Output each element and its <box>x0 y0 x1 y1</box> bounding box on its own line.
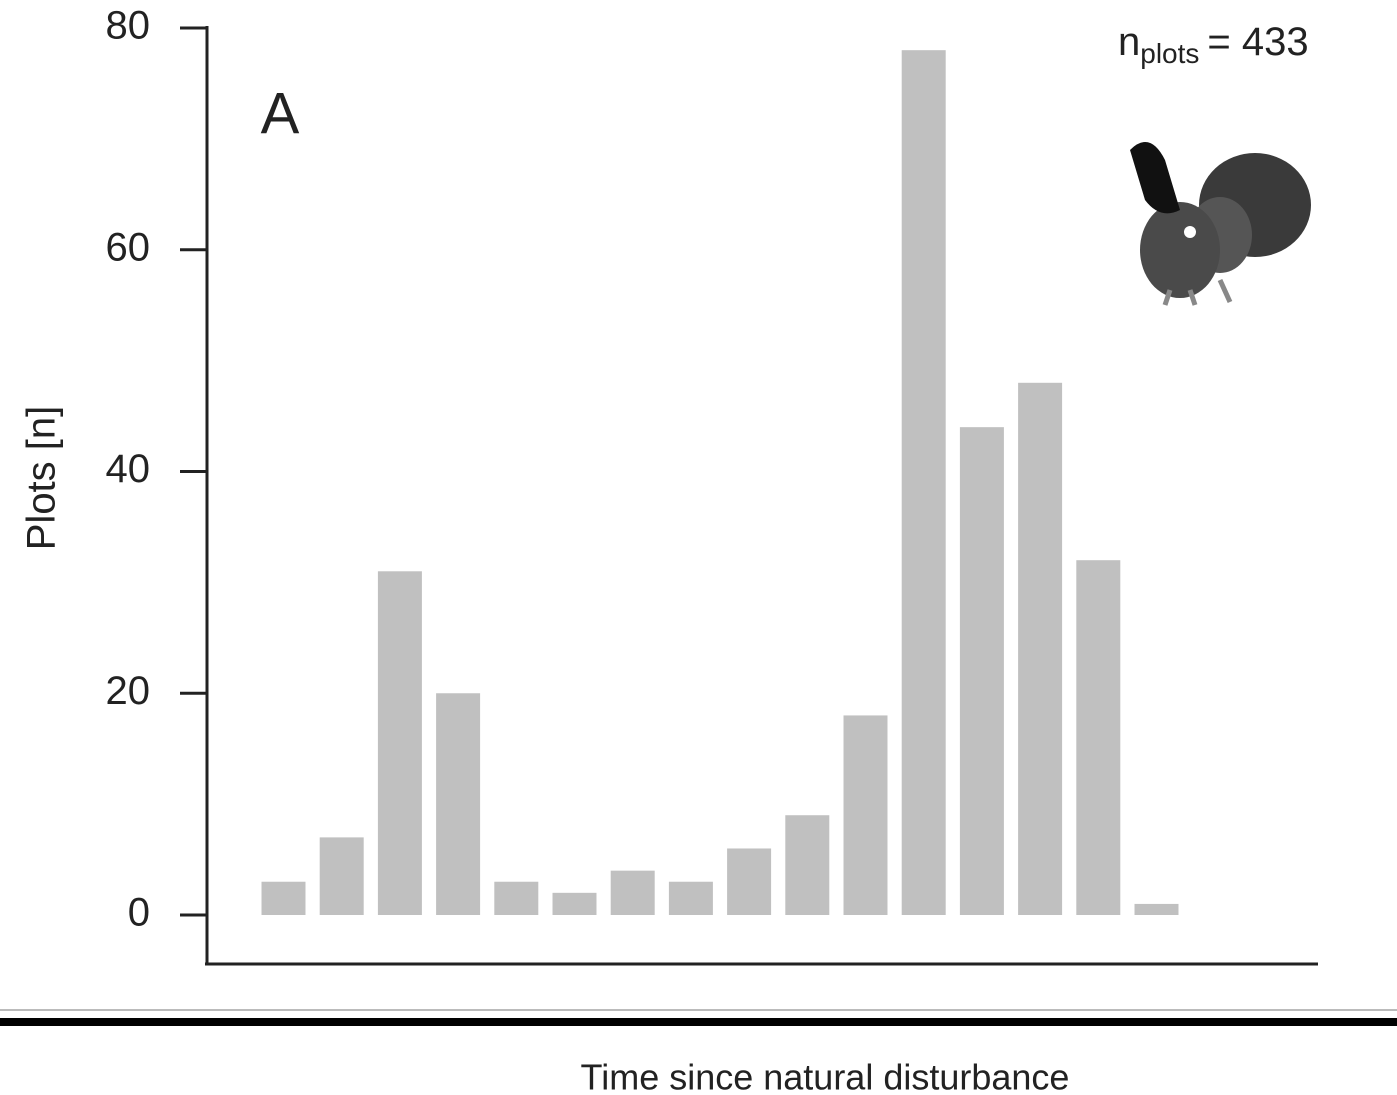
bar <box>843 715 888 915</box>
y-tick-label: 80 <box>106 4 151 48</box>
annotation-rest: = 433 <box>1207 20 1308 64</box>
bar <box>1076 560 1121 915</box>
annotation: nplots = 433 <box>1118 20 1309 70</box>
bar <box>261 881 306 915</box>
bar <box>377 571 422 915</box>
bar <box>1018 382 1063 915</box>
bar <box>959 427 1004 915</box>
bar <box>727 848 772 915</box>
bar <box>668 881 713 915</box>
bird-icon <box>1130 142 1311 306</box>
bar <box>436 693 481 915</box>
y-tick-label: 60 <box>106 225 151 269</box>
y-axis-label: Plots [n] <box>20 406 64 551</box>
y-tick-label: 0 <box>128 891 150 935</box>
bar <box>610 870 655 915</box>
annotation-subscript: plots <box>1140 38 1199 69</box>
y-tick-label: 20 <box>106 669 151 713</box>
annotation-main: n <box>1118 20 1140 64</box>
bar <box>494 881 539 915</box>
bar <box>319 837 364 915</box>
bar <box>785 815 830 915</box>
y-tick-label: 40 <box>106 447 151 491</box>
bar <box>552 892 597 915</box>
bar <box>1134 903 1179 915</box>
panel-label: A <box>261 81 300 146</box>
x-axis-label: Time since natural disturbance <box>581 1057 1070 1095</box>
bar <box>901 50 946 916</box>
